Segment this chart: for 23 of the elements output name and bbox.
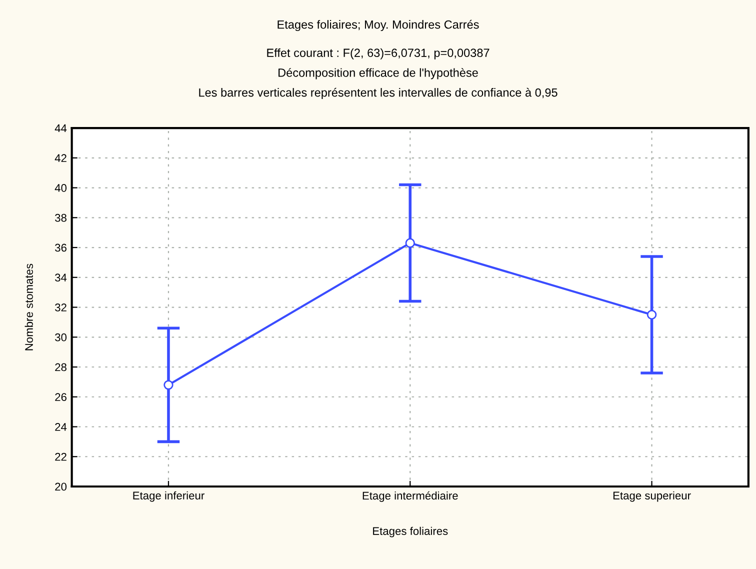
point	[164, 380, 174, 390]
y-tick-label: 28	[55, 363, 66, 372]
chart-subtitle: Effet courant : F(2, 63)=6,0731, p=0,00387 Décomposition efficace de l'hypothèse Les barres verticales représentent les intervalles de confiance à 0,95	[199, 48, 558, 100]
y-tick-label: 20	[55, 482, 67, 491]
y-tick-label: 24	[55, 423, 67, 431]
x-tick-label: Etage inferieur	[133, 491, 204, 502]
point	[405, 238, 415, 248]
point	[646, 310, 657, 320]
y-tick-label: 44	[54, 124, 67, 132]
y-tick-label: 32	[55, 304, 66, 312]
y-axis-title: Nombre stomates	[24, 264, 33, 350]
y-tick-label: 42	[54, 154, 66, 162]
x-tick-label: Etage superieur	[613, 491, 691, 502]
y-tick-label: 36	[55, 244, 66, 252]
y-tick-label: 30	[55, 333, 67, 342]
y-tick-label: 34	[55, 274, 67, 282]
y-tick-label: 40	[54, 184, 67, 192]
chart-title: Etages foliaires; Moy. Moindres Carrés	[278, 20, 479, 32]
x-tick-label: Etage intermédiaire	[362, 491, 458, 502]
y-tick-label: 26	[55, 393, 66, 402]
y-tick-label: 38	[55, 214, 66, 222]
x-axis-title: Etages foliaires	[373, 526, 448, 538]
y-tick-label: 22	[55, 452, 66, 461]
